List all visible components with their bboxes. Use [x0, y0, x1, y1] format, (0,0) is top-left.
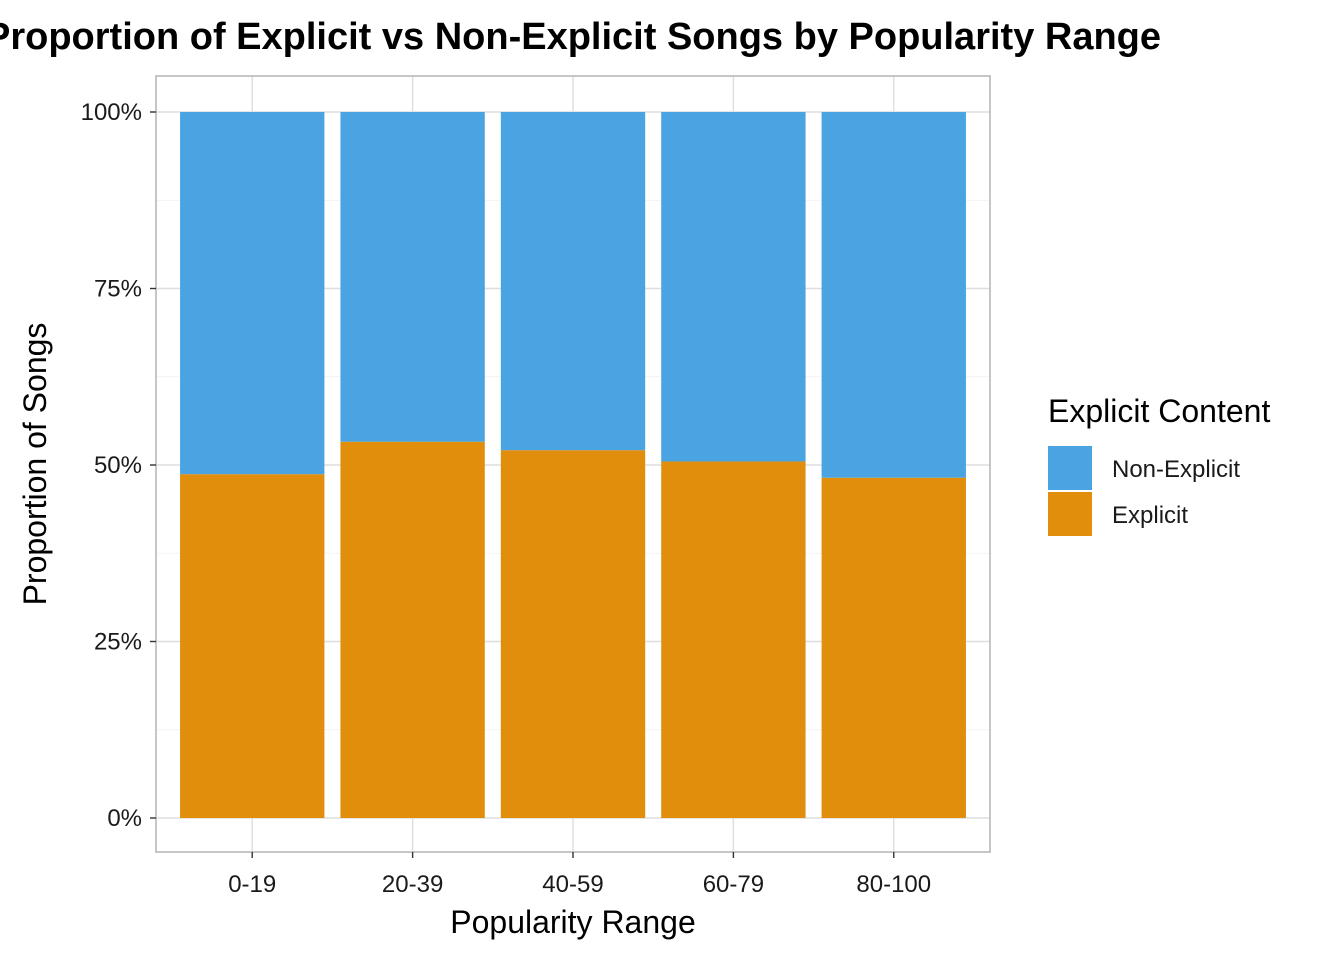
y-tick-label: 25% [94, 629, 142, 656]
x-tick-label: 20-39 [382, 871, 443, 898]
bar-non-explicit-80-100 [821, 112, 966, 478]
axis-ticks: 0% 25% 50% 75% 100% 0-19 20-39 40-59 60-79 80-100 [81, 99, 932, 898]
bar-explicit-60-79 [661, 461, 806, 818]
x-tick-label: 0-19 [228, 871, 276, 898]
legend-key-non-explicit [1048, 446, 1092, 490]
bar-explicit-0-19 [180, 474, 325, 818]
bar-non-explicit-40-59 [500, 112, 646, 451]
y-axis-title: Proportion of Songs [17, 323, 53, 606]
bar-explicit-80-100 [821, 477, 966, 818]
x-axis-title: Popularity Range [450, 904, 695, 940]
y-tick-label: 75% [94, 276, 142, 303]
legend-title: Explicit Content [1048, 393, 1270, 429]
bar-non-explicit-0-19 [180, 112, 325, 475]
bar-explicit-20-39 [340, 441, 485, 818]
legend-label-explicit: Explicit [1112, 502, 1188, 529]
y-tick-label: 0% [107, 805, 142, 832]
bar-explicit-40-59 [500, 450, 646, 818]
x-tick-label: 40-59 [542, 871, 603, 898]
bar-non-explicit-20-39 [340, 112, 485, 442]
y-tick-label: 100% [81, 99, 142, 126]
bar-non-explicit-60-79 [661, 112, 806, 462]
legend: Explicit Content Non-Explicit Explicit [1048, 393, 1270, 536]
legend-label-non-explicit: Non-Explicit [1112, 456, 1240, 483]
x-tick-label: 80-100 [856, 871, 931, 898]
bars [180, 112, 966, 818]
y-tick-label: 50% [94, 452, 142, 479]
x-tick-label: 60-79 [703, 871, 764, 898]
chart-title: Proportion of Explicit vs Non-Explicit S… [0, 16, 1161, 58]
legend-key-explicit [1048, 492, 1092, 536]
